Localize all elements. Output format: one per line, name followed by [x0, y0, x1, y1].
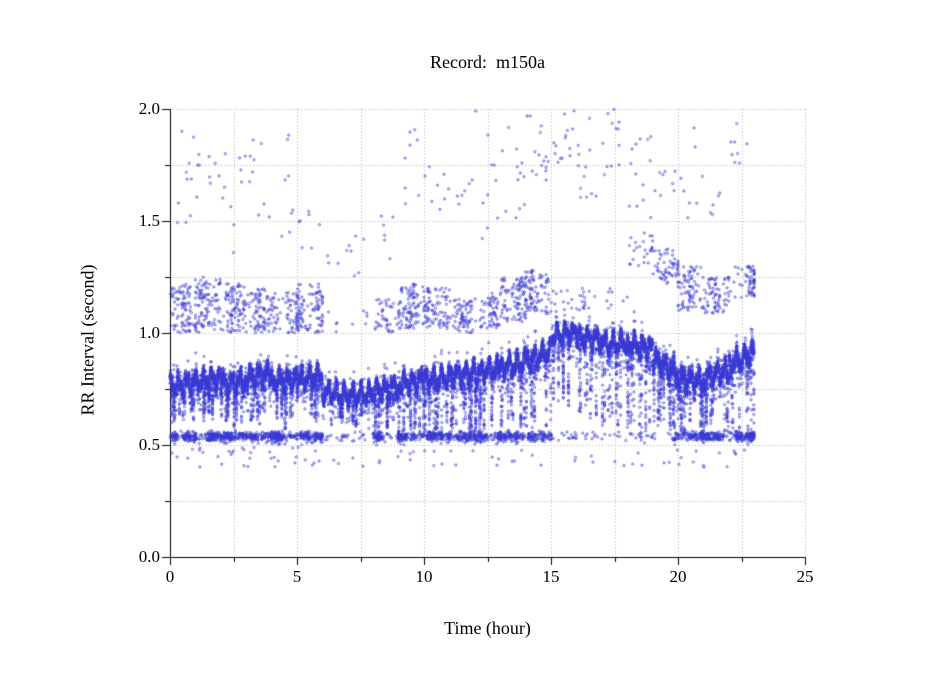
x-tick-label: 0	[165, 567, 175, 586]
y-tick-label: 0.0	[138, 547, 160, 566]
y-tick-label: 1.5	[138, 211, 160, 230]
x-tick-label: 25	[796, 567, 814, 586]
y-axis-label: RR Interval (second)	[77, 264, 98, 416]
y-tick-label: 0.5	[138, 435, 160, 454]
x-axis-label: Time (hour)	[444, 618, 531, 638]
y-tick-label: 2.0	[138, 99, 160, 118]
x-tick-label: 10	[415, 567, 433, 586]
y-tick-label: 1.0	[138, 323, 160, 342]
x-tick-label: 5	[292, 567, 302, 586]
x-tick-label: 15	[542, 567, 560, 586]
x-tick-label: 20	[669, 567, 687, 586]
chart-title: Record: m150a	[430, 52, 545, 72]
